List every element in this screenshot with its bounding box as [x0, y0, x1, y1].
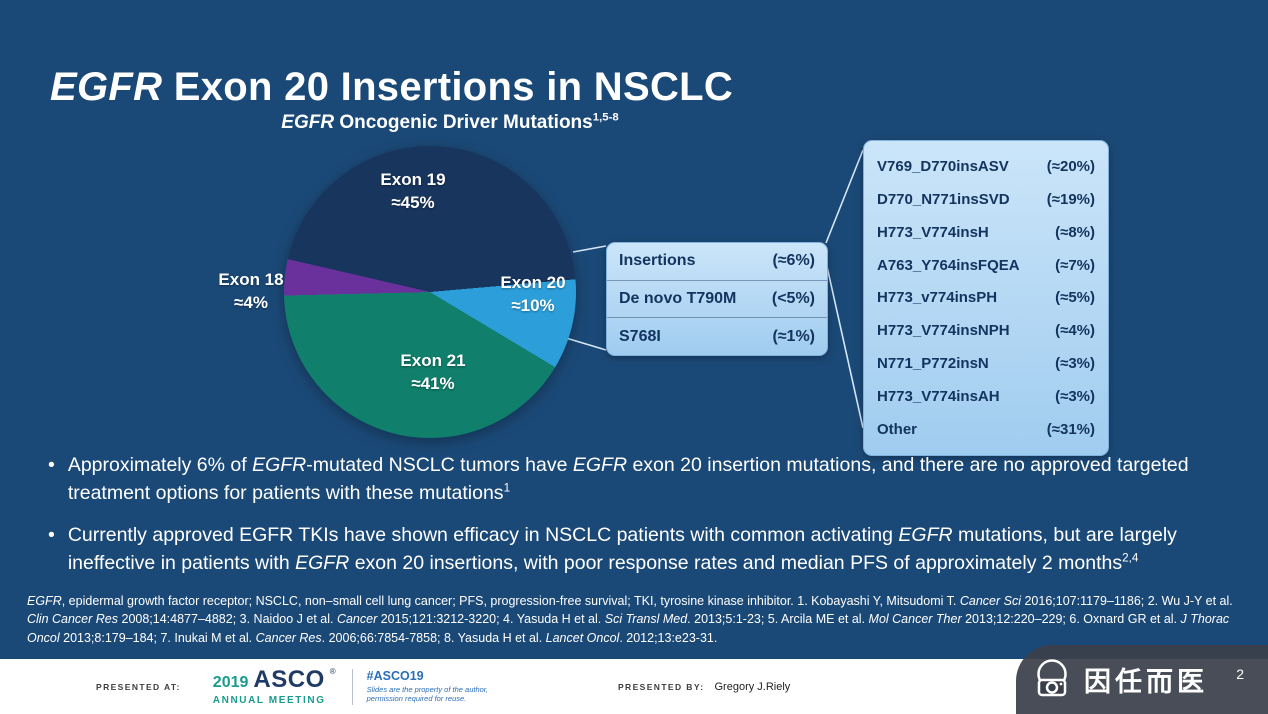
insertions-callout-box: V769_D770insASV (≈20%) D770_N771insSVD (≈19…: [863, 140, 1109, 456]
slice-value: ≈10%: [511, 296, 555, 315]
registered-mark: ®: [329, 666, 336, 676]
mutation-value: (≈31%): [1046, 420, 1095, 438]
mutation-label: Insertions: [619, 252, 696, 270]
mutation-row: V769_D770insASV (≈20%): [864, 158, 1108, 175]
hashtag-block: #ASCO19 Slides are the property of the a…: [367, 669, 488, 703]
bullet-item: • Currently approved EGFR TKIs have show…: [48, 522, 1220, 577]
logo-subtitle: ANNUAL MEETING: [212, 694, 326, 706]
footer-divider: [351, 668, 353, 705]
slice-label: Exon 19: [380, 170, 446, 190]
mutation-row: A763_Y764insFQEA (≈7%): [864, 257, 1108, 274]
mutation-row: D770_N771insSVD (≈19%): [864, 191, 1108, 208]
mutation-row: H773_V774insAH (≈3%): [864, 388, 1108, 405]
mutation-value: (≈20%): [1046, 157, 1095, 175]
bullet-item: • Approximately 6% of EGFR-mutated NSCLC…: [48, 452, 1220, 507]
mutation-label: N771_P772insN: [877, 355, 989, 373]
pie-label-exon21: Exon 21 ≈41%: [400, 350, 465, 396]
pie-label-exon18: Exon 18 ≈4%: [218, 269, 283, 315]
mutation-label: V769_D770insASV: [877, 157, 1009, 175]
mutation-label: A763_Y764insFQEA: [877, 256, 1020, 274]
mutation-label: D770_N771insSVD: [877, 190, 1010, 208]
asco-logo: 2019 ASCO ® ANNUAL MEETING: [212, 665, 336, 706]
connector-line: [825, 261, 864, 429]
watermark-text: 因任而医: [1084, 667, 1208, 697]
mutation-label: H773_V774insNPH: [877, 322, 1010, 340]
slice-label: Exon 20: [500, 273, 566, 293]
mutation-row: Insertions (≈6%): [607, 243, 827, 280]
slice-label: Exon 18: [218, 270, 284, 290]
logo-year: 2019: [212, 673, 249, 691]
mutation-value: (≈7%): [1055, 256, 1095, 274]
connector-line: [565, 337, 607, 351]
connector-line: [572, 245, 607, 253]
permission-note-line2: permission required for reuse.: [366, 694, 467, 704]
mutation-row: S768I (≈1%): [607, 317, 827, 355]
mutation-value: (<5%): [771, 290, 815, 307]
presented-at-label: PRESENTED AT:: [96, 681, 181, 692]
mutation-value: (≈5%): [1055, 289, 1095, 307]
mutation-row: Other (≈31%): [864, 421, 1108, 438]
mutation-value: (≈6%): [772, 252, 815, 270]
pie-label-exon20: Exon 20 ≈10%: [500, 272, 565, 318]
slice-value: ≈45%: [391, 193, 435, 212]
mutation-value: (≈19%): [1046, 190, 1095, 208]
presented-by-label: PRESENTED BY:: [617, 681, 705, 692]
mutation-label: De novo T790M: [619, 290, 737, 307]
page-number: 2: [1236, 666, 1244, 682]
connector-line: [825, 149, 864, 244]
mutation-value: (≈4%): [1055, 322, 1095, 340]
mutation-label: S768I: [619, 327, 661, 345]
mutation-label: H773_V774insAH: [877, 388, 1000, 406]
pie-chart: [284, 146, 576, 438]
mutation-label: H773_v774insPH: [877, 289, 998, 307]
mutation-value: (≈3%): [1055, 388, 1095, 406]
face-camera-icon: [1037, 658, 1067, 696]
hashtag: #ASCO19: [366, 669, 424, 684]
mutation-row: H773_V774insH (≈8%): [864, 224, 1108, 241]
slide-title: EGFR Exon 20 Insertions in NSCLC: [50, 64, 734, 109]
bullet-marker: •: [48, 454, 55, 476]
slice-value: ≈41%: [411, 374, 455, 393]
chart-title: EGFR Oncogenic Driver Mutations1,5-8: [281, 111, 619, 133]
exon20-callout-box: Insertions (≈6%) De novo T790M (<5%) S768I (≈…: [606, 242, 828, 356]
watermark: 因任而医: [1016, 645, 1268, 714]
mutation-label: Other: [877, 420, 918, 438]
mutation-label: H773_V774insH: [877, 223, 989, 241]
permission-note-line1: Slides are the property of the author,: [366, 684, 488, 694]
mutation-row: H773_V774insNPH (≈4%): [864, 322, 1108, 339]
bullet-text: Approximately 6% of EGFR-mutated NSCLC t…: [67, 454, 1189, 504]
presenter-name: Gregory J.Riely: [714, 680, 791, 693]
mutation-row: N771_P772insN (≈3%): [864, 355, 1108, 372]
bullet-list: • Approximately 6% of EGFR-mutated NSCLC…: [48, 452, 1220, 593]
pie-label-exon19: Exon 19 ≈45%: [380, 169, 445, 215]
slice-label: Exon 21: [400, 351, 466, 371]
mutation-value: (≈1%): [772, 327, 815, 345]
bullet-marker: •: [48, 524, 55, 547]
mutation-row: De novo T790M (<5%): [607, 279, 827, 318]
references-footnote: EGFR, epidermal growth factor receptor; …: [27, 594, 1233, 645]
slice-value: ≈4%: [234, 293, 268, 312]
mutation-row: H773_v774insPH (≈5%): [864, 289, 1108, 306]
bullet-text: Currently approved EGFR TKIs have shown …: [67, 524, 1177, 575]
mutation-value: (≈8%): [1055, 223, 1095, 241]
mutation-value: (≈3%): [1055, 355, 1095, 373]
logo-name: ASCO: [253, 665, 325, 693]
